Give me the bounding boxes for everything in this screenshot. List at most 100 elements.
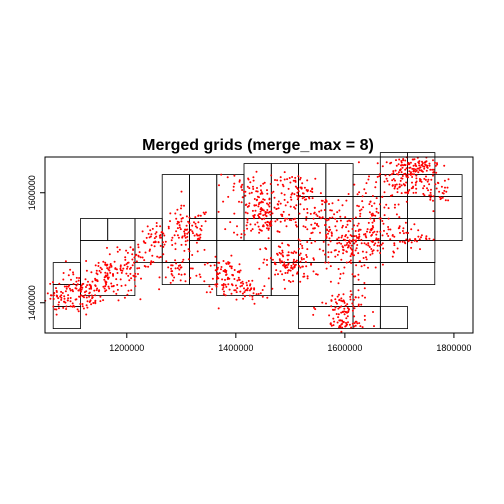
point-742 — [246, 221, 248, 223]
point-1254 — [361, 295, 363, 297]
point-578 — [242, 298, 244, 300]
point-432 — [197, 221, 199, 223]
point-1282 — [343, 310, 345, 312]
point-1377 — [394, 207, 396, 209]
point-683 — [218, 211, 220, 213]
point-1153 — [348, 230, 350, 232]
point-1187 — [350, 247, 352, 249]
point-420 — [196, 242, 198, 244]
point-1499 — [448, 178, 450, 180]
point-306 — [156, 256, 158, 258]
point-905 — [284, 265, 286, 267]
point-741 — [278, 201, 280, 203]
point-7 — [50, 294, 52, 296]
point-1500 — [432, 175, 434, 177]
point-1199 — [347, 237, 349, 239]
point-1468 — [401, 192, 403, 194]
point-1451 — [392, 185, 394, 187]
point-906 — [280, 270, 282, 272]
point-22 — [53, 298, 55, 300]
point-360 — [199, 237, 201, 239]
point-714 — [233, 232, 235, 234]
grid-cell-4 — [80, 219, 107, 241]
point-575 — [246, 282, 248, 284]
point-1002 — [315, 273, 317, 275]
point-677 — [233, 213, 235, 215]
point-146 — [121, 272, 123, 274]
point-1069 — [266, 209, 268, 211]
point-659 — [259, 248, 261, 250]
point-595 — [258, 293, 260, 295]
point-107 — [69, 288, 71, 290]
point-1600 — [413, 165, 415, 167]
point-798 — [257, 196, 259, 198]
point-527 — [224, 279, 226, 281]
point-225 — [110, 264, 112, 266]
point-898 — [290, 281, 292, 283]
point-1669 — [402, 230, 404, 232]
point-247 — [134, 273, 136, 275]
point-216 — [112, 273, 114, 275]
point-1484 — [404, 169, 406, 171]
point-740 — [269, 202, 271, 204]
point-1357 — [377, 212, 379, 214]
point-389 — [186, 225, 188, 227]
point-338 — [160, 237, 162, 239]
point-573 — [251, 296, 253, 298]
point-737 — [268, 227, 270, 229]
point-536 — [215, 256, 217, 258]
point-462 — [182, 261, 184, 263]
point-568 — [243, 287, 245, 289]
point-782 — [262, 198, 264, 200]
point-185 — [134, 279, 136, 281]
point-276 — [127, 266, 129, 268]
point-953 — [314, 222, 316, 224]
point-1088 — [302, 192, 304, 194]
point-1368 — [342, 225, 344, 227]
x-tick-label-2: 1600000 — [327, 343, 362, 353]
point-1165 — [357, 274, 359, 276]
point-479 — [223, 287, 225, 289]
point-419 — [168, 226, 170, 228]
point-453 — [190, 267, 192, 269]
point-2 — [60, 299, 62, 301]
grid-cell-30 — [326, 197, 353, 219]
point-687 — [271, 192, 273, 194]
point-1398 — [372, 213, 374, 215]
point-451 — [204, 264, 206, 266]
point-1480 — [395, 170, 397, 172]
point-468 — [191, 254, 193, 256]
point-815 — [305, 261, 307, 263]
point-999 — [317, 215, 319, 217]
point-1538 — [374, 186, 376, 188]
point-673 — [260, 193, 262, 195]
point-1086 — [332, 202, 334, 204]
point-774 — [260, 185, 262, 187]
point-704 — [236, 234, 238, 236]
point-63 — [88, 296, 90, 298]
point-1206 — [392, 256, 394, 258]
point-379 — [197, 250, 199, 252]
point-203 — [104, 276, 106, 278]
point-1388 — [398, 204, 400, 206]
point-8 — [52, 306, 54, 308]
point-1023 — [320, 192, 322, 194]
point-1129 — [352, 218, 354, 220]
point-1136 — [363, 257, 365, 259]
point-193 — [114, 261, 116, 263]
point-89 — [76, 277, 78, 279]
point-639 — [258, 232, 260, 234]
point-273 — [131, 259, 133, 261]
point-603 — [227, 283, 229, 285]
point-267 — [136, 260, 138, 262]
point-1338 — [331, 325, 333, 327]
point-609 — [236, 291, 238, 293]
point-676 — [248, 205, 250, 207]
y-tick-label-0: 1400000 — [27, 285, 37, 320]
point-1183 — [382, 264, 384, 266]
point-1651 — [425, 235, 427, 237]
point-313 — [162, 246, 164, 248]
point-387 — [174, 213, 176, 215]
point-19 — [49, 298, 51, 300]
point-1203 — [351, 235, 353, 237]
